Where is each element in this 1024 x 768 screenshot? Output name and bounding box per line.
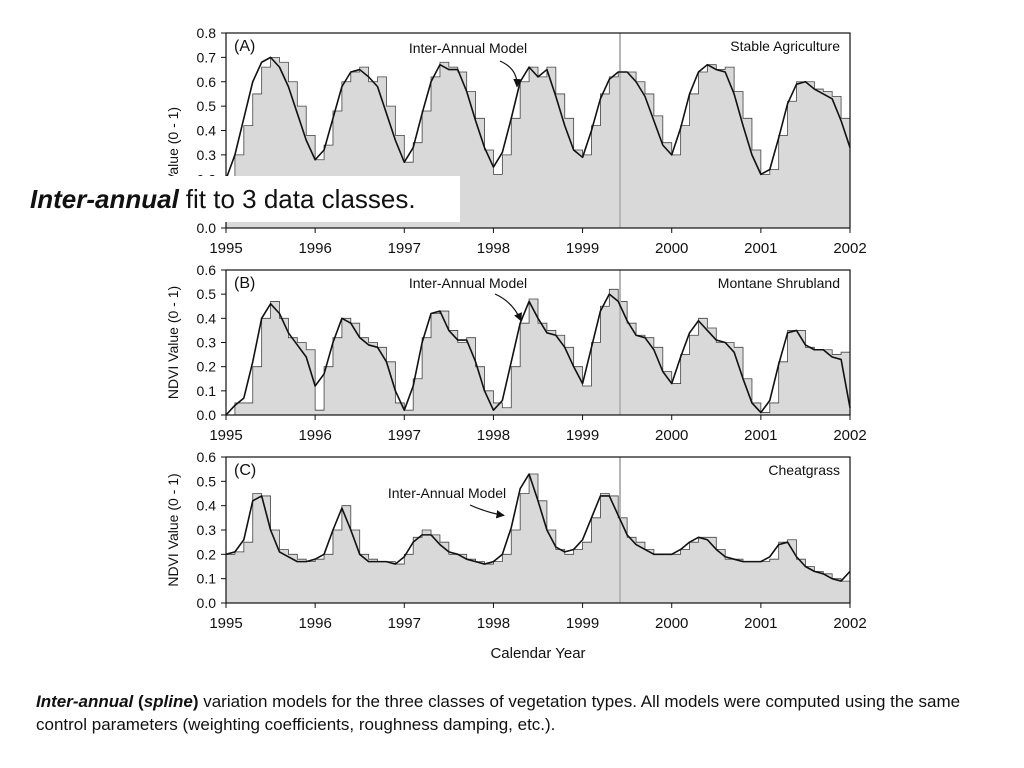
x-tick-label: 2001 [744,240,777,257]
model-annotation-label: Inter-Annual Model [409,40,527,56]
caption-spline: spline [143,692,193,711]
y-tick-label: 0.7 [197,49,217,65]
caption-text: variation models for the three classes o… [36,692,961,734]
chart-panel: 199519961997199819992000200120020.00.10.… [165,25,867,257]
x-tick-label: 2002 [833,427,866,444]
y-tick-label: 0.6 [197,74,217,90]
overlay-title-box: Inter-annual fit to 3 data classes. [22,176,460,222]
y-axis-label: NDVI Value (0 - 1) [165,286,181,399]
x-axis-label: Calendar Year [490,645,585,662]
y-tick-label: 0.1 [197,383,217,399]
model-annotation-label: Inter-Annual Model [409,275,527,291]
x-tick-label: 1999 [566,427,599,444]
figure-caption: Inter-annual (spline) variation models f… [36,690,996,736]
class-label: Cheatgrass [768,462,840,478]
annotation-arrow [469,504,505,519]
x-tick-label: 2000 [655,615,688,632]
y-tick-label: 0.4 [197,498,217,514]
x-tick-label: 1995 [209,240,242,257]
inter-annual-model-line [225,293,851,416]
y-tick-label: 0.0 [197,407,217,423]
ndvi-observed-area [226,288,851,416]
overlay-title-emphasis: Inter-annual [30,183,179,214]
y-tick-label: 0.8 [197,25,217,41]
inter-annual-model-line [225,56,851,180]
ndvi-chart-figure: 1995 1996 1997 1998 1999 2000 2001 2002 0.0 0.1 0.… [165,25,867,662]
x-tick-label: 1999 [566,615,599,632]
y-tick-label: 0.5 [197,286,217,302]
x-tick-label: 2001 [744,427,777,444]
panel-label: (C) [234,462,256,479]
y-tick-label: 0.5 [197,473,217,489]
x-tick-label: 1996 [298,240,331,257]
x-tick-label: 2001 [744,615,777,632]
y-tick-label: 0.4 [197,123,217,139]
class-label: Stable Agriculture [730,38,840,54]
annotation-arrow [494,293,522,322]
x-tick-label: 2002 [833,240,866,257]
x-tick-label: 2002 [833,615,866,632]
y-tick-label: 0.6 [197,262,217,278]
y-tick-label: 0.6 [197,449,217,465]
y-tick-label: 0.4 [197,310,217,326]
panel-label: (A) [234,38,255,55]
y-tick-label: 0.1 [197,571,217,587]
inter-annual-model-line [225,473,851,582]
caption-inter-annual: Inter-annual [36,692,134,711]
y-tick-label: 0.3 [197,522,217,538]
x-tick-label: 2000 [655,427,688,444]
y-tick-label: 0.5 [197,98,217,114]
x-tick-label: 1999 [566,240,599,257]
x-tick-label: 1997 [388,427,421,444]
panel-label: (B) [234,275,255,292]
y-axis-label: NDVI Value (0 - 1) [165,473,181,586]
ndvi-observed-area [225,473,851,604]
y-tick-label: 0.3 [197,147,217,163]
caption-close-paren: ) [192,692,199,711]
class-label: Montane Shrubland [718,275,840,291]
y-tick-label: 0.2 [197,546,217,562]
x-tick-label: 1996 [298,615,331,632]
overlay-title-rest: fit to 3 data classes. [185,183,416,214]
x-tick-label: 1996 [298,427,331,444]
y-tick-label: 0.3 [197,335,217,351]
x-tick-label: 1998 [477,427,510,444]
chart-panel: 1995 1996 1997 1998 1999 2000 2001 2002 0.0 0.1 0.… [165,262,867,444]
x-tick-label: 1997 [388,240,421,257]
y-tick-label: 0.0 [197,220,217,236]
x-tick-label: 1995 [209,615,242,632]
caption-open-paren: ( [133,692,144,711]
y-tick-label: 0.0 [197,595,217,611]
x-tick-label: 1995 [209,427,242,444]
chart-panel: 1995 1996 1997 1998 1999 2000 2001 2002 0.0 0.1 0.… [165,449,867,662]
annotation-arrow [499,60,522,88]
x-tick-label: 1998 [477,240,510,257]
x-tick-label: 2000 [655,240,688,257]
x-tick-label: 1997 [388,615,421,632]
x-tick-label: 1998 [477,615,510,632]
model-annotation-label: Inter-Annual Model [388,485,506,501]
y-tick-label: 0.2 [197,359,217,375]
